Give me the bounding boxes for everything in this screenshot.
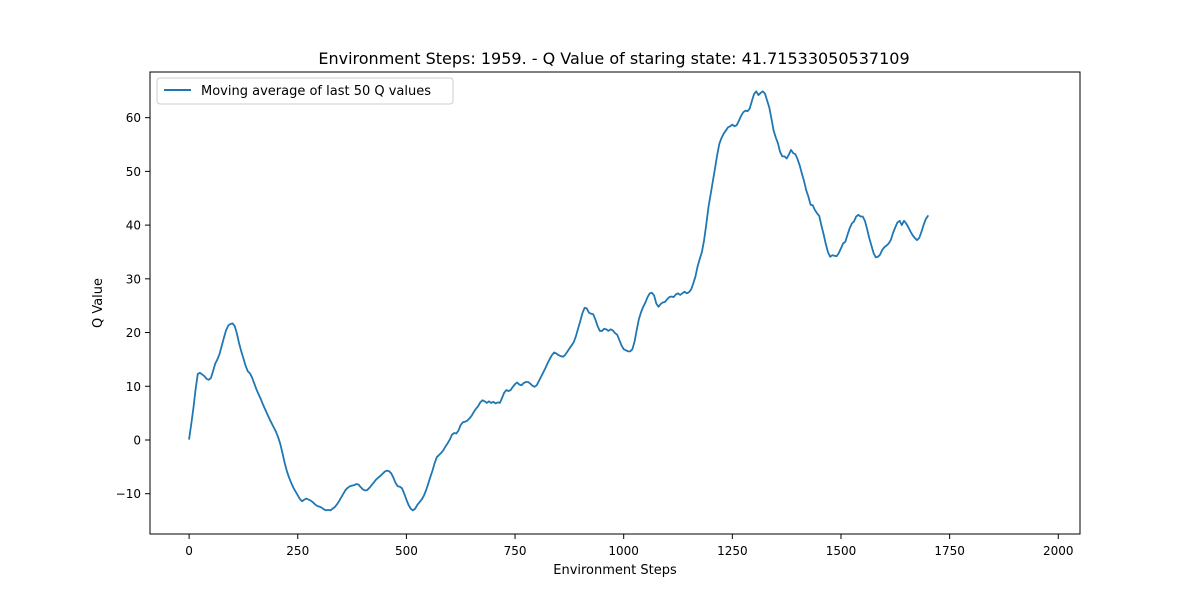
y-tick-label: 10 [126, 380, 141, 394]
x-tick-label: 0 [185, 544, 193, 558]
x-axis-label: Environment Steps [553, 563, 677, 578]
x-tick-label: 2000 [1043, 544, 1074, 558]
x-tick-label: 1500 [826, 544, 857, 558]
y-tick-label: 60 [126, 111, 141, 125]
x-tick-label: 1000 [608, 544, 639, 558]
y-tick-label: 50 [126, 165, 141, 179]
legend: Moving average of last 50 Q values [156, 77, 454, 105]
y-axis-ticks: −10 0 10 20 30 40 50 60 [116, 111, 150, 501]
y-tick-label: 0 [133, 433, 141, 447]
y-tick-label: 40 [126, 219, 141, 233]
legend-entry-label: Moving average of last 50 Q values [201, 84, 431, 99]
plot-area-frame [149, 71, 1081, 535]
x-tick-label: 250 [286, 544, 309, 558]
x-tick-label: 750 [504, 544, 527, 558]
y-tick-label: 30 [126, 272, 141, 286]
y-tick-label: 20 [126, 326, 141, 340]
y-tick-label: −10 [116, 487, 141, 501]
series-line-moving-average [188, 90, 929, 512]
x-axis-ticks: 0 250 500 750 1000 1250 1500 1750 2000 [185, 534, 1074, 558]
y-axis-label: Q Value [91, 278, 106, 328]
x-tick-label: 1250 [717, 544, 748, 558]
x-tick-label: 1750 [934, 544, 965, 558]
x-tick-label: 500 [395, 544, 418, 558]
legend-box [156, 77, 454, 105]
chart-title: Environment Steps: 1959. - Q Value of st… [318, 49, 909, 68]
